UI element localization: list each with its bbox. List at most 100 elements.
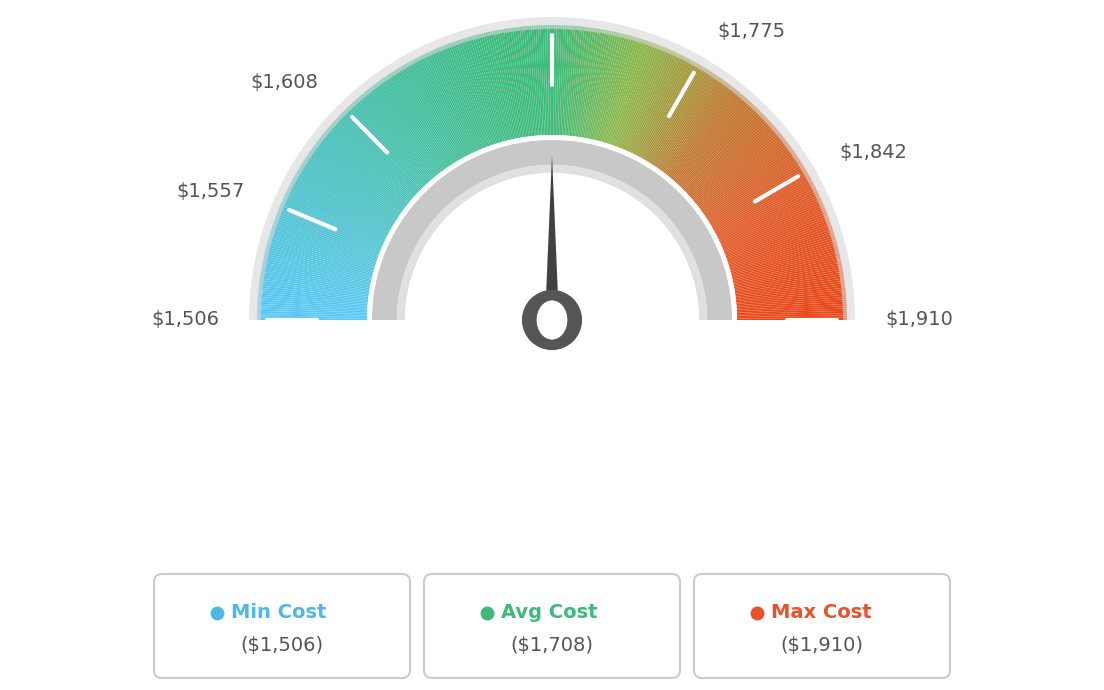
Wedge shape (362, 92, 434, 179)
Wedge shape (567, 26, 580, 136)
Wedge shape (664, 84, 731, 173)
Wedge shape (490, 31, 514, 139)
Wedge shape (370, 87, 438, 175)
Wedge shape (294, 176, 391, 231)
Wedge shape (497, 30, 519, 138)
Wedge shape (732, 249, 839, 277)
Wedge shape (637, 58, 690, 157)
Wedge shape (257, 315, 367, 319)
Wedge shape (726, 220, 830, 259)
Wedge shape (286, 190, 386, 240)
Wedge shape (548, 25, 551, 135)
Wedge shape (400, 66, 458, 161)
Wedge shape (479, 34, 508, 141)
Wedge shape (735, 276, 845, 294)
Wedge shape (402, 65, 459, 161)
Wedge shape (268, 237, 374, 270)
Wedge shape (359, 96, 432, 180)
Text: $1,557: $1,557 (177, 182, 245, 201)
Wedge shape (696, 134, 783, 204)
Wedge shape (705, 154, 797, 217)
Wedge shape (718, 190, 818, 240)
FancyBboxPatch shape (694, 574, 951, 678)
Wedge shape (737, 315, 847, 319)
Wedge shape (682, 110, 761, 189)
Wedge shape (720, 195, 820, 243)
Wedge shape (262, 265, 370, 287)
Wedge shape (712, 172, 808, 228)
Circle shape (524, 292, 580, 348)
Wedge shape (724, 211, 827, 253)
Wedge shape (714, 178, 811, 232)
Wedge shape (545, 25, 549, 135)
Wedge shape (297, 170, 393, 227)
Wedge shape (257, 297, 368, 307)
Wedge shape (553, 25, 556, 135)
Wedge shape (598, 34, 627, 141)
Wedge shape (629, 52, 678, 152)
Wedge shape (580, 28, 598, 137)
Wedge shape (343, 110, 422, 189)
Wedge shape (736, 299, 847, 308)
Wedge shape (353, 100, 428, 183)
Wedge shape (555, 25, 559, 135)
Wedge shape (372, 140, 732, 320)
Wedge shape (424, 53, 474, 153)
Wedge shape (626, 49, 671, 151)
Wedge shape (371, 86, 439, 174)
Wedge shape (538, 26, 544, 135)
Wedge shape (543, 25, 548, 135)
Wedge shape (258, 295, 368, 306)
Wedge shape (501, 29, 521, 138)
Wedge shape (273, 222, 378, 260)
Wedge shape (421, 55, 470, 155)
Wedge shape (682, 111, 762, 190)
FancyBboxPatch shape (153, 574, 410, 678)
Wedge shape (325, 130, 411, 202)
Wedge shape (261, 269, 370, 290)
Wedge shape (689, 121, 772, 197)
Text: $1,910: $1,910 (885, 310, 953, 330)
Wedge shape (609, 39, 646, 144)
Wedge shape (724, 214, 828, 255)
Wedge shape (560, 26, 566, 135)
Wedge shape (492, 30, 516, 139)
Wedge shape (258, 293, 368, 304)
Wedge shape (349, 105, 425, 186)
Wedge shape (736, 308, 847, 314)
Wedge shape (675, 99, 749, 182)
Wedge shape (275, 216, 379, 256)
Wedge shape (635, 56, 686, 155)
Wedge shape (365, 90, 436, 177)
Wedge shape (737, 317, 847, 320)
Wedge shape (562, 26, 571, 135)
Wedge shape (721, 201, 822, 246)
Wedge shape (716, 186, 816, 237)
Wedge shape (730, 235, 836, 268)
Wedge shape (734, 269, 843, 290)
Wedge shape (394, 70, 454, 164)
Wedge shape (456, 40, 493, 145)
Wedge shape (691, 125, 775, 199)
Wedge shape (698, 139, 786, 208)
Text: ($1,506): ($1,506) (241, 636, 323, 655)
Wedge shape (736, 302, 847, 310)
Wedge shape (314, 145, 403, 211)
Wedge shape (693, 130, 779, 202)
Wedge shape (702, 146, 792, 213)
Wedge shape (389, 73, 450, 166)
Wedge shape (316, 141, 405, 209)
Wedge shape (575, 28, 592, 137)
Wedge shape (594, 32, 620, 140)
Wedge shape (702, 148, 794, 214)
Wedge shape (647, 67, 707, 162)
Wedge shape (469, 36, 502, 142)
Wedge shape (714, 180, 813, 233)
Wedge shape (676, 100, 751, 183)
Wedge shape (329, 125, 413, 199)
Wedge shape (556, 25, 561, 135)
Wedge shape (736, 288, 846, 301)
Wedge shape (671, 94, 744, 179)
Wedge shape (692, 128, 778, 201)
Wedge shape (733, 256, 840, 281)
